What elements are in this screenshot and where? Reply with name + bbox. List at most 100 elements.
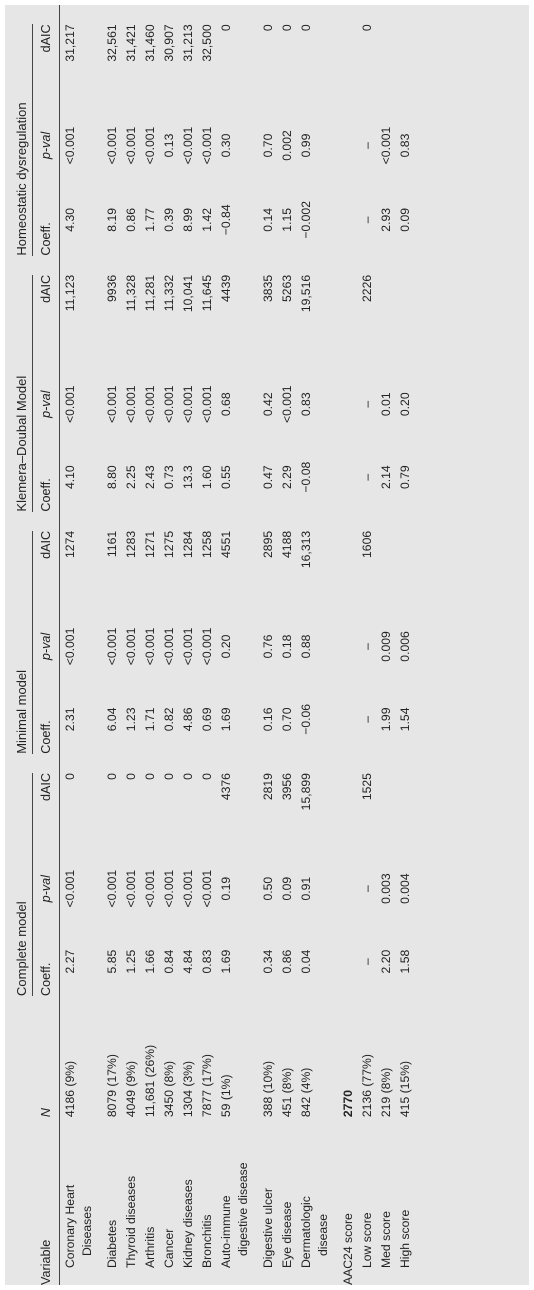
coeff-cell: 4.30 [63, 207, 77, 232]
coeff-cell: 8.19 [105, 207, 119, 232]
daic-cell: 11,281 [143, 274, 157, 312]
table-row: Arthritis 11,681 (26%) 1.66 <0.001 0 1.71 <0.0… [140, 5, 159, 1285]
results-table: Complete model Minimal model Klemera–Dou… [5, 5, 414, 1285]
daic-cell: 2819 [261, 773, 275, 801]
spacer-cell [102, 754, 121, 773]
pval-cell: <0.001 [143, 627, 157, 666]
coeff-cell: 5.85 [105, 949, 119, 974]
spacer-cell [197, 256, 216, 275]
pval-cell: 0.002 [280, 130, 294, 161]
group-header-complete-model: Complete model [14, 773, 33, 996]
spacer-cell [376, 512, 395, 531]
variable-name: Cancer [162, 1228, 176, 1268]
empty-cell [338, 608, 357, 685]
spacer-cell [357, 256, 376, 275]
daic-cell: 1284 [181, 530, 195, 558]
n-cell: 842 (4%) [299, 1067, 313, 1118]
table-row: Digestive ulcer 388 (10%) 0.34 0.50 2819 0.16… [258, 5, 277, 1285]
empty-cell [338, 24, 357, 107]
daic-cell: 2226 [360, 274, 374, 302]
spacer-cell [140, 754, 159, 773]
coeff-cell: 2.29 [280, 465, 294, 490]
n-cell: 219 (8%) [379, 1067, 393, 1118]
table-row: Dermatologic disease 842 (4%) 0.04 0.91 15,89… [296, 5, 332, 1285]
variable-name: Eye disease [280, 1201, 294, 1268]
n-cell: 7877 (17%) [200, 1054, 214, 1118]
variable-name: Auto-immune [219, 1195, 233, 1268]
empty-cell [338, 184, 357, 256]
coeff-cell: 1.15 [280, 207, 294, 232]
coeff-cell: −0.002 [299, 201, 313, 239]
coeff-cell: 4.86 [181, 707, 195, 732]
coeff-cell: – [360, 216, 374, 224]
spacer-cell [121, 256, 140, 275]
spacer-cell [102, 5, 121, 24]
coeff-cell: 1.58 [398, 949, 412, 974]
spacer-cell [258, 512, 277, 531]
col-header-coeff: Coeff. [33, 684, 60, 754]
pval-cell: – [360, 400, 374, 408]
col-header-pval: p-val [33, 607, 60, 685]
spacer-cell [258, 256, 277, 275]
pval-cell: <0.001 [124, 385, 138, 424]
pval-cell: <0.001 [200, 126, 214, 165]
daic-cell: 32,561 [105, 24, 119, 62]
pval-cell: <0.001 [181, 126, 195, 165]
pval-cell: <0.001 [181, 385, 195, 424]
pval-cell: <0.001 [162, 869, 176, 908]
n-cell: 2770 [341, 1089, 355, 1118]
spacer-cell [140, 256, 159, 275]
coeff-cell: 2.31 [63, 707, 77, 732]
table-row: Diabetes 8079 (17%) 5.85 <0.001 0 6.04 <0.001 1… [102, 5, 121, 1285]
variable-cell: Thyroid diseases [121, 1117, 140, 1285]
pval-cell: <0.001 [379, 126, 393, 165]
coeff-cell: 0.86 [280, 949, 294, 974]
coeff-cell: 2.14 [379, 465, 393, 490]
coeff-cell: – [360, 473, 374, 481]
pval-cell: <0.001 [200, 385, 214, 424]
spacer-cell [159, 754, 178, 773]
spacer-cell [197, 5, 216, 24]
variable-name: Diabetes [105, 1219, 119, 1268]
coeff-cell: 0.14 [261, 207, 275, 232]
pval-cell: 0.83 [398, 133, 412, 158]
daic-cell: 16,313 [299, 530, 313, 569]
coeff-cell: 2.25 [124, 465, 138, 490]
spacer-cell [357, 754, 376, 773]
col-header-daic: dAIC [33, 530, 60, 608]
pval-cell: <0.001 [143, 869, 157, 908]
coeff-cell: 2.27 [63, 949, 77, 974]
empty-cell [338, 443, 357, 512]
table-row: Auto-immune digestive disease 59 (1%) 1.69 0… [216, 5, 252, 1285]
coeff-cell: 8.80 [105, 465, 119, 490]
pval-cell: <0.001 [162, 627, 176, 666]
coeff-cell: 1.60 [200, 465, 214, 490]
spacer-cell [178, 5, 197, 24]
pval-cell: <0.001 [181, 627, 195, 666]
group-header-kd-model: Klemera–Doubal Model [14, 274, 33, 512]
coeff-cell: 0.84 [162, 949, 176, 974]
daic-cell: 5263 [280, 274, 294, 302]
coeff-cell: 0.70 [280, 707, 294, 732]
coeff-cell: 1.66 [143, 949, 157, 974]
pval-cell: <0.001 [200, 627, 214, 666]
variable-name: Dermatologic [299, 1196, 313, 1268]
daic-cell: 1606 [360, 530, 374, 558]
daic-cell: 31,421 [124, 24, 138, 62]
coeff-cell: 1.54 [398, 707, 412, 732]
pval-cell: <0.001 [105, 627, 119, 666]
coeff-cell: 0.55 [219, 465, 233, 490]
spacer-cell [197, 754, 216, 773]
group-header-row: Complete model Minimal model Klemera–Dou… [5, 5, 33, 1285]
daic-cell: 31,213 [181, 24, 195, 62]
variable-name: Bronchitis [200, 1214, 214, 1268]
coeff-cell: 1.42 [200, 207, 214, 232]
pval-cell: 0.91 [299, 876, 313, 901]
pval-cell: 0.19 [219, 876, 233, 901]
spacer-cell [159, 512, 178, 531]
col-header-variable: Variable [33, 1117, 60, 1285]
daic-cell [395, 24, 414, 107]
coeff-cell: 1.69 [219, 707, 233, 732]
pval-cell: <0.001 [63, 869, 77, 908]
col-header-pval: p-val [33, 365, 60, 443]
